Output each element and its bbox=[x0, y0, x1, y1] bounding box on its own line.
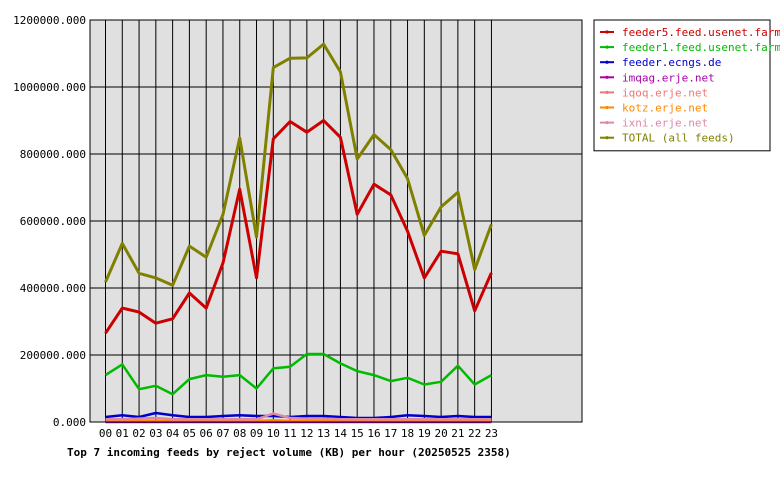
series-line-feeder1-feed-usenet-farm bbox=[104, 352, 493, 396]
y-tick-label: 400000.000 bbox=[20, 282, 86, 295]
legend-marker bbox=[605, 45, 609, 49]
x-axis-ticks: 00 01 02 03 04 05 06 07 08 09 10 11 12 13 14 15 16 17 18 19… bbox=[99, 427, 498, 440]
y-axis-ticks: 0.000 200000.000 400000.000 600000.000 80000… bbox=[13, 14, 86, 429]
series-line-ixni-erje-net bbox=[105, 412, 492, 421]
x-tick-label: 19 bbox=[418, 427, 431, 440]
legend-marker bbox=[605, 121, 609, 125]
legend-marker bbox=[605, 30, 609, 34]
grid bbox=[90, 19, 582, 423]
x-tick-label: 00 bbox=[99, 427, 112, 440]
x-tick-label: 21 bbox=[451, 427, 464, 440]
x-tick-label: 05 bbox=[183, 427, 196, 440]
x-tick-label: 15 bbox=[351, 427, 364, 440]
x-tick-label: 02 bbox=[132, 427, 145, 440]
legend-marker bbox=[605, 75, 609, 79]
legend-marker bbox=[605, 90, 609, 94]
legend-label: feeder.ecngs.de bbox=[622, 56, 721, 69]
x-tick-label: 12 bbox=[300, 427, 313, 440]
chart-title: Top 7 incoming feeds by reject volume (K… bbox=[67, 446, 511, 459]
series-line-feeder5-feed-usenet-farm bbox=[104, 119, 493, 335]
x-tick-label: 01 bbox=[116, 427, 129, 440]
x-tick-label: 08 bbox=[233, 427, 246, 440]
x-tick-label: 16 bbox=[367, 427, 380, 440]
legend-label: feeder1.feed.usenet.farm bbox=[622, 41, 780, 54]
x-tick-label: 13 bbox=[317, 427, 330, 440]
legend-label: TOTAL (all feeds) bbox=[622, 132, 735, 145]
plot-border bbox=[89, 19, 583, 423]
x-tick-label: 06 bbox=[200, 427, 213, 440]
x-tick-label: 07 bbox=[216, 427, 229, 440]
y-tick-label: 200000.000 bbox=[20, 349, 86, 362]
legend: feeder5.feed.usenet.farm feeder1.feed.use… bbox=[593, 19, 780, 152]
x-tick-label: 11 bbox=[283, 427, 296, 440]
x-tick-label: 04 bbox=[166, 427, 180, 440]
x-tick-label: 17 bbox=[384, 427, 397, 440]
y-tick-label: 600000.000 bbox=[20, 215, 86, 228]
y-tick-label: 800000.000 bbox=[20, 148, 86, 161]
series-line-feeder-ecngs-de bbox=[105, 411, 492, 420]
legend-label: imqag.erje.net bbox=[622, 71, 715, 84]
x-tick-label: 23 bbox=[485, 427, 498, 440]
x-tick-label: 09 bbox=[250, 427, 263, 440]
legend-marker bbox=[605, 105, 609, 110]
legend-marker bbox=[605, 136, 609, 140]
legend-label: iqoq.erje.net bbox=[622, 86, 708, 99]
x-tick-label: 22 bbox=[468, 427, 481, 440]
y-tick-label: 0.000 bbox=[53, 416, 86, 429]
x-tick-label: 20 bbox=[434, 427, 447, 440]
legend-marker bbox=[605, 60, 609, 64]
x-tick-label: 18 bbox=[401, 427, 414, 440]
legend-label: feeder5.feed.usenet.farm bbox=[622, 26, 780, 39]
legend-box bbox=[593, 19, 771, 152]
x-tick-label: 14 bbox=[334, 427, 348, 440]
series-line-total-all-feeds- bbox=[104, 42, 493, 287]
legend-label: ixni.erje.net bbox=[622, 117, 708, 130]
y-tick-label: 1200000.000 bbox=[13, 14, 86, 27]
x-tick-label: 10 bbox=[267, 427, 280, 440]
legend-label: kotz.erje.net bbox=[622, 102, 708, 115]
x-tick-label: 03 bbox=[149, 427, 162, 440]
y-tick-label: 1000000.000 bbox=[13, 81, 86, 94]
